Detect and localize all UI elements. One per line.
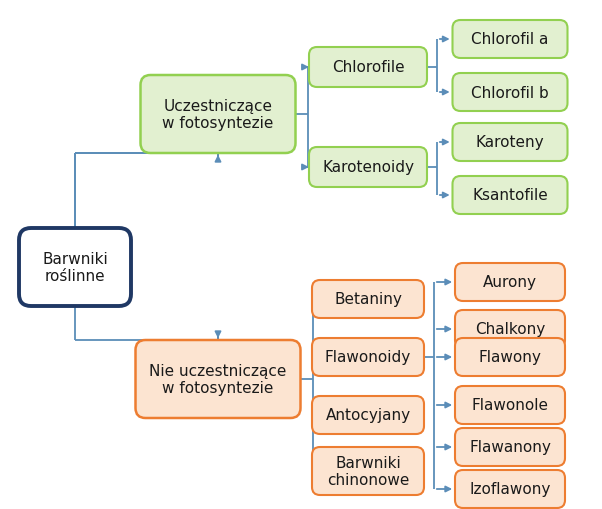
FancyBboxPatch shape [453,74,568,112]
FancyBboxPatch shape [312,338,424,376]
Text: Chalkony: Chalkony [475,322,545,337]
Text: Karotenoidy: Karotenoidy [322,160,414,175]
Text: Chlorofile: Chlorofile [332,61,405,75]
FancyBboxPatch shape [455,428,565,466]
Text: Uczestniczące
w fotosyntezie: Uczestniczące w fotosyntezie [163,99,274,131]
Text: Chlorofil b: Chlorofil b [471,86,549,100]
FancyBboxPatch shape [312,280,424,318]
FancyBboxPatch shape [309,148,427,188]
FancyBboxPatch shape [455,264,565,301]
Text: Betaniny: Betaniny [334,292,402,307]
Text: Barwniki
roślinne: Barwniki roślinne [42,251,108,284]
FancyBboxPatch shape [312,447,424,495]
FancyBboxPatch shape [453,21,568,59]
Text: Flawony: Flawony [479,350,541,365]
FancyBboxPatch shape [312,396,424,434]
FancyBboxPatch shape [455,338,565,376]
Text: Nie uczestniczące
w fotosyntezie: Nie uczestniczące w fotosyntezie [149,363,287,395]
Text: Chlorofil a: Chlorofil a [471,33,548,47]
FancyBboxPatch shape [135,341,300,418]
Text: Karoteny: Karoteny [476,135,544,150]
Text: Aurony: Aurony [483,275,537,290]
FancyBboxPatch shape [453,124,568,162]
FancyBboxPatch shape [455,470,565,508]
FancyBboxPatch shape [455,310,565,348]
Text: Flawonoidy: Flawonoidy [325,350,411,365]
Text: Flawonole: Flawonole [471,398,548,413]
FancyBboxPatch shape [19,229,131,306]
FancyBboxPatch shape [309,48,427,88]
Text: Ksantofile: Ksantofile [472,188,548,203]
Text: Flawanony: Flawanony [469,440,551,455]
FancyBboxPatch shape [140,76,296,154]
FancyBboxPatch shape [455,386,565,424]
Text: Barwniki
chinonowe: Barwniki chinonowe [327,455,409,487]
Text: Izoflawony: Izoflawony [470,482,551,496]
FancyBboxPatch shape [453,177,568,215]
Text: Antocyjany: Antocyjany [326,408,411,422]
